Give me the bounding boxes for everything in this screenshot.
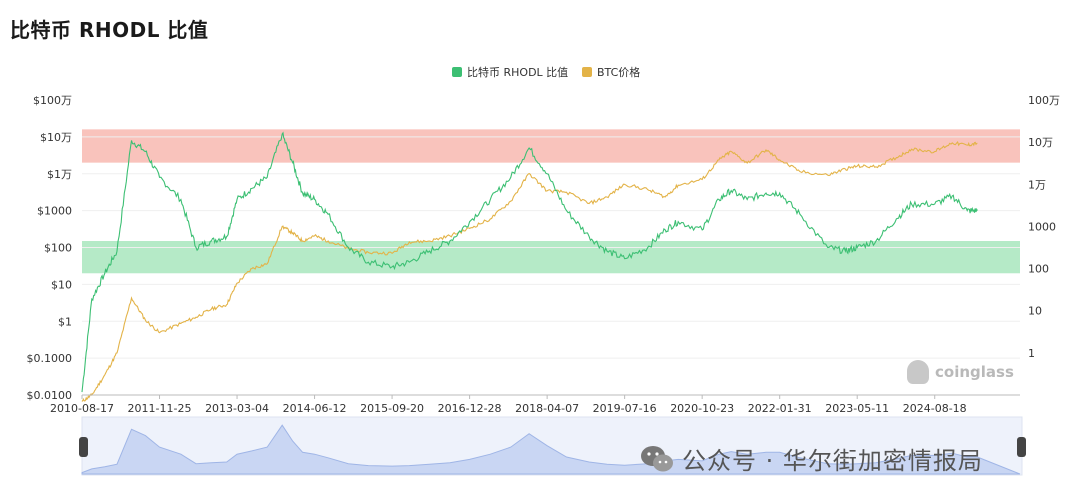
legend-swatch-rhodl [452,67,462,77]
wechat-watermark: 公众号 · 华尔街加密情报局 [640,441,983,476]
green-zone-band [82,241,1020,274]
right-tick-label: 10万 [1028,136,1053,149]
left-tick-label: $100 [44,242,72,255]
coinglass-logo: coinglass [907,360,1014,384]
zoom-handle-left[interactable] [79,437,88,457]
zoom-slider[interactable] [81,416,1023,476]
legend-label-btc[interactable]: BTC价格 [597,65,640,79]
right-tick-label: 100万 [1028,94,1060,107]
right-tick-label: 1 [1028,347,1035,360]
left-tick-label: $10 [51,278,72,291]
left-tick-label: $1000 [37,205,72,218]
x-tick-label: 2010-08-17 [50,402,114,415]
left-tick-label: $10万 [40,131,72,144]
left-tick-label: $100万 [33,94,72,107]
x-tick-label: 2022-01-31 [748,402,812,415]
right-tick-label: 10 [1028,305,1042,318]
x-tick-label: 2020-10-23 [670,402,734,415]
right-tick-label: 100 [1028,263,1049,276]
left-tick-label: $1 [58,315,72,328]
x-tick-label: 2016-12-28 [438,402,502,415]
zoom-mini-series [81,424,1021,475]
x-tick-label: 2013-03-04 [205,402,269,415]
watermark-text: coinglass [935,363,1014,381]
grid-layer [82,136,1020,359]
axis-layer: $0.0100 $0.1000 $1 $10 $100 $1000 $1万 $10万 $100万… [27,94,1061,415]
series-line-btc-price [81,140,978,402]
red-zone-band [82,129,1020,163]
x-tick-label: 2018-04-07 [515,402,579,415]
x-tick-label: 2024-08-18 [903,402,967,415]
left-tick-label: $1万 [47,168,72,181]
wechat-icon [641,445,673,471]
x-tick-label: 2011-11-25 [128,402,192,415]
left-tick-label: $0.1000 [27,352,73,365]
right-tick-label: 1000 [1028,220,1056,233]
zoom-handle-right[interactable] [1017,437,1026,457]
page-title: 比特币 RHODL 比值 [10,18,209,42]
bands-layer [82,129,1020,274]
series-line-rhodl [81,131,978,393]
legend-swatch-btc [582,67,592,77]
legend: 比特币 RHODL 比值 BTC价格 [452,65,640,79]
series-layer [81,131,978,402]
right-tick-label: 1万 [1028,178,1046,191]
left-tick-label: $0.0100 [27,389,73,402]
coinglass-icon [907,360,929,384]
legend-label-rhodl[interactable]: 比特币 RHODL 比值 [467,65,568,79]
x-tick-label: 2023-05-11 [825,402,889,415]
x-tick-label: 2014-06-12 [283,402,347,415]
x-tick-label: 2015-09-20 [360,402,424,415]
x-tick-label: 2019-07-16 [593,402,657,415]
wechat-text: 公众号 · 华尔街加密情报局 [682,447,983,475]
